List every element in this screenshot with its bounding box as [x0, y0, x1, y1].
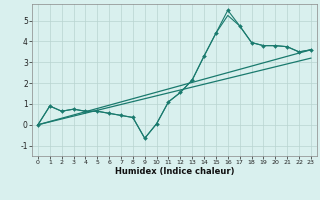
- X-axis label: Humidex (Indice chaleur): Humidex (Indice chaleur): [115, 167, 234, 176]
